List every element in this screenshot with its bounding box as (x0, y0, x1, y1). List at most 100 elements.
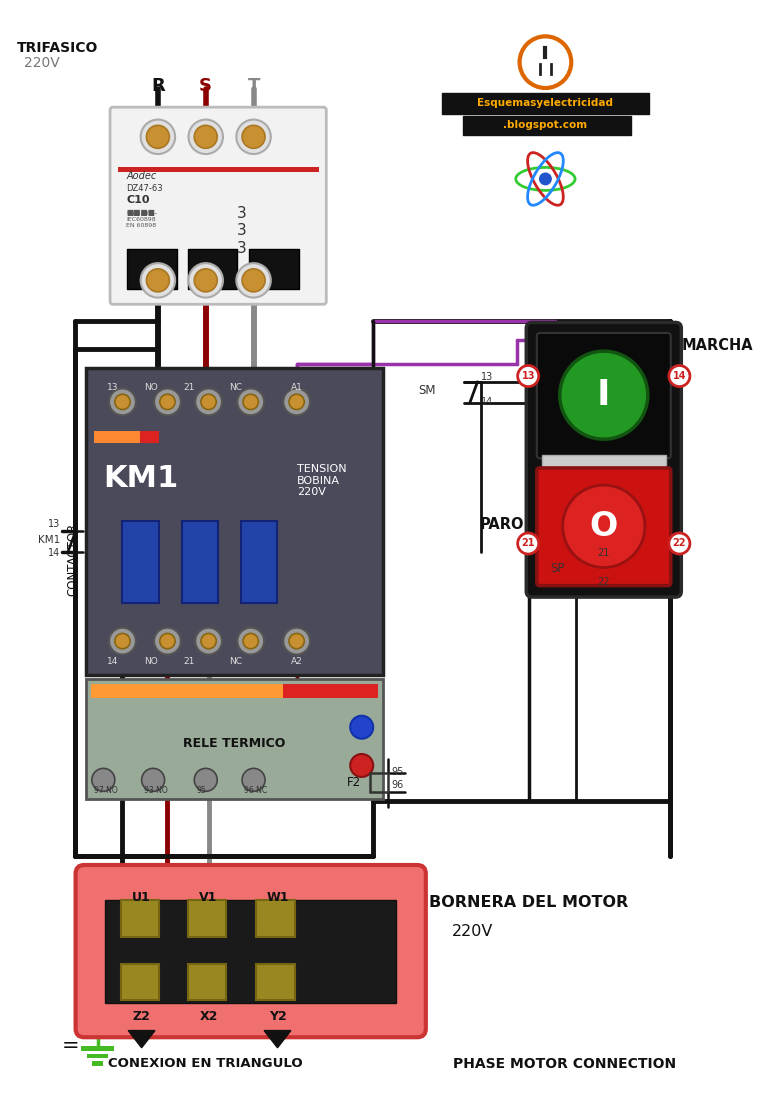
Circle shape (289, 633, 304, 649)
Bar (442, 93, 649, 114)
Text: Un:400V~
IEC60898
EN 60898: Un:400V~ IEC60898 EN 60898 (126, 211, 158, 227)
Text: CONTACTOR: CONTACTOR (66, 523, 79, 597)
Text: 97 NO: 97 NO (93, 786, 118, 795)
Circle shape (669, 533, 690, 554)
Bar (105, 901, 396, 1003)
FancyBboxPatch shape (110, 108, 326, 304)
Text: S: S (199, 77, 212, 94)
Text: 14: 14 (48, 548, 60, 558)
Text: 96 NC: 96 NC (244, 786, 267, 795)
Text: 220V: 220V (451, 924, 493, 938)
Bar (249, 248, 299, 289)
Bar (92, 1061, 103, 1066)
Bar (118, 167, 318, 172)
Text: 22: 22 (673, 539, 686, 549)
FancyBboxPatch shape (75, 865, 426, 1037)
Bar (86, 680, 383, 798)
Circle shape (518, 366, 539, 387)
Circle shape (243, 633, 258, 649)
Circle shape (289, 394, 304, 409)
FancyBboxPatch shape (537, 333, 671, 458)
Circle shape (201, 394, 217, 409)
Bar (121, 901, 159, 937)
Text: CONEXION EN TRIANGULO: CONEXION EN TRIANGULO (109, 1057, 303, 1070)
Bar (127, 248, 177, 289)
Circle shape (237, 628, 264, 654)
Text: ■■■■: ■■■■ (126, 208, 155, 217)
Text: A2: A2 (291, 658, 302, 667)
FancyBboxPatch shape (526, 323, 681, 597)
Text: A1: A1 (290, 383, 302, 391)
Circle shape (242, 268, 265, 292)
Circle shape (236, 120, 271, 154)
Text: O: O (590, 510, 618, 542)
Circle shape (195, 268, 217, 292)
Bar (87, 1054, 108, 1058)
Circle shape (283, 388, 310, 415)
Circle shape (242, 125, 265, 149)
Polygon shape (264, 1030, 291, 1048)
Bar (256, 901, 295, 937)
Text: 21: 21 (184, 658, 195, 667)
Text: 13: 13 (107, 383, 119, 391)
Bar (81, 1046, 114, 1050)
Circle shape (669, 366, 690, 387)
Circle shape (154, 388, 181, 415)
Text: Z2: Z2 (133, 1009, 150, 1022)
Text: NO: NO (144, 658, 158, 667)
Circle shape (109, 388, 136, 415)
Bar (283, 684, 378, 698)
Bar (182, 521, 218, 603)
Text: MARCHA: MARCHA (681, 338, 753, 353)
Circle shape (242, 769, 265, 792)
Text: 95: 95 (391, 767, 404, 777)
Text: .blogspot.com: .blogspot.com (503, 121, 587, 131)
FancyBboxPatch shape (537, 468, 671, 586)
Text: NO: NO (144, 383, 158, 391)
Text: PHASE MOTOR CONNECTION: PHASE MOTOR CONNECTION (453, 1057, 676, 1071)
Circle shape (201, 633, 217, 649)
Text: DZ47-63: DZ47-63 (126, 184, 163, 193)
Circle shape (115, 633, 130, 649)
Circle shape (236, 263, 271, 297)
Text: 93 NO: 93 NO (144, 786, 167, 795)
Text: F2: F2 (347, 776, 361, 790)
Text: TENSION
BOBINA
220V: TENSION BOBINA 220V (296, 464, 347, 497)
Circle shape (195, 628, 222, 654)
Circle shape (188, 263, 223, 297)
Circle shape (195, 125, 217, 149)
Text: 14: 14 (673, 372, 686, 381)
Bar (91, 684, 283, 698)
Text: 14: 14 (481, 397, 493, 407)
Circle shape (350, 715, 373, 739)
Circle shape (283, 628, 310, 654)
Bar (188, 901, 226, 937)
Bar (86, 368, 383, 674)
Text: 14: 14 (107, 658, 119, 667)
Circle shape (560, 352, 648, 439)
Circle shape (154, 628, 181, 654)
Circle shape (350, 754, 373, 777)
Circle shape (160, 633, 175, 649)
Bar (463, 115, 631, 135)
Text: NC: NC (229, 383, 242, 391)
Circle shape (147, 268, 169, 292)
Text: 95: 95 (196, 786, 206, 795)
Circle shape (540, 173, 551, 185)
Text: KM1: KM1 (103, 464, 179, 494)
Text: PARO: PARO (480, 517, 524, 532)
Text: BORNERA DEL MOTOR: BORNERA DEL MOTOR (429, 895, 628, 909)
Circle shape (518, 533, 539, 554)
Circle shape (188, 120, 223, 154)
Bar (122, 521, 159, 603)
Text: X2: X2 (199, 1009, 218, 1022)
Text: V1: V1 (199, 891, 218, 904)
Bar (93, 430, 159, 442)
Text: 21: 21 (597, 548, 610, 558)
Text: NC: NC (229, 658, 242, 667)
Text: 13: 13 (521, 372, 535, 381)
Text: SP: SP (550, 562, 565, 576)
Circle shape (243, 394, 258, 409)
Bar (256, 964, 295, 1000)
Text: Y2: Y2 (268, 1009, 287, 1022)
